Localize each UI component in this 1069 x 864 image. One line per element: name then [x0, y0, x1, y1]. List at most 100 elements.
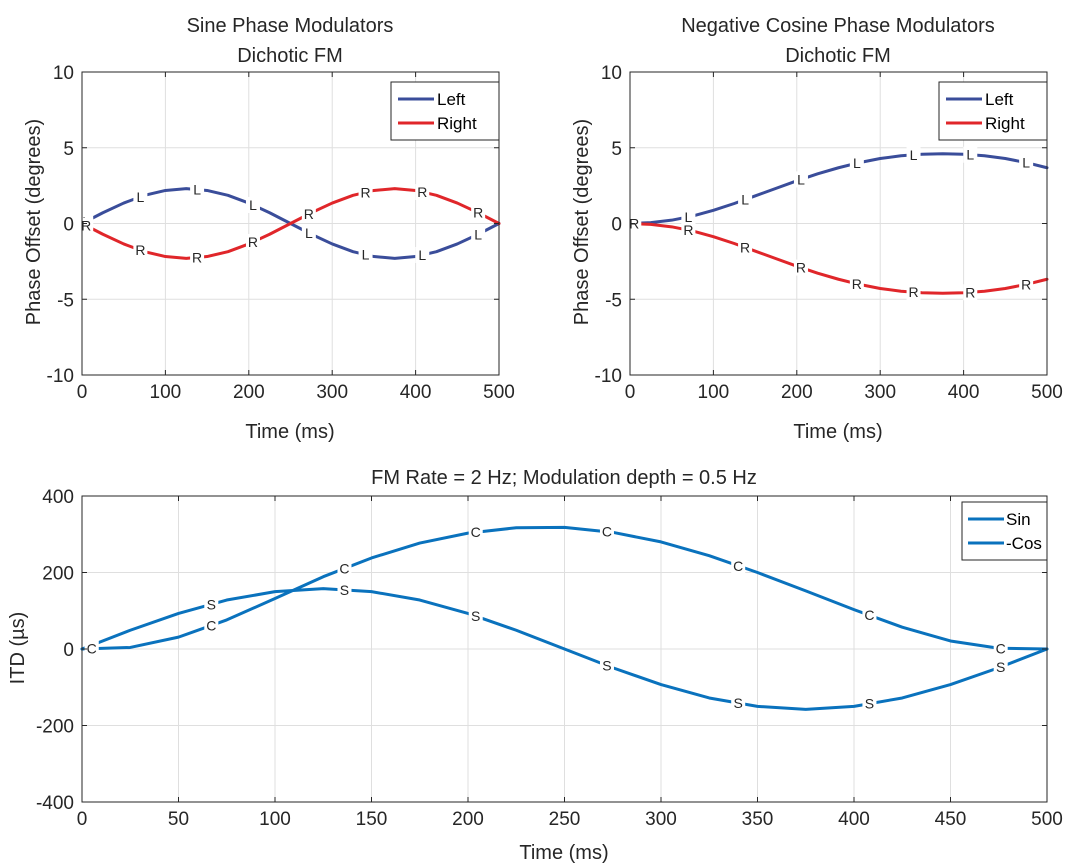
- x-tick-label: 350: [742, 809, 774, 830]
- marker-background: [204, 617, 219, 634]
- legend-box: [961, 501, 1048, 561]
- marker-background: [862, 607, 877, 624]
- series-marker: R: [1021, 276, 1031, 292]
- series-marker: R: [908, 284, 918, 300]
- x-tick-label: 500: [1031, 382, 1063, 403]
- marker-background: [849, 275, 864, 292]
- y-tick-label: 10: [53, 63, 74, 84]
- series-marker: R: [740, 239, 750, 255]
- marker-background: [681, 208, 696, 225]
- series-marker: L: [305, 225, 313, 241]
- series-marker: R: [852, 276, 862, 292]
- marker-background: [468, 524, 483, 541]
- x-tick-label: 0: [77, 809, 88, 830]
- series-marker: L: [362, 247, 370, 263]
- legend: Sin -Cos: [961, 501, 1048, 561]
- marker-background: [862, 695, 877, 712]
- axes: 0 50 100 150 200 250 300 350 400 450 500 -400 -200 0 2…: [36, 487, 1063, 830]
- negative-cosine-phase-panel: Negative Cosine Phase Modulators Dichoti…: [571, 15, 1063, 443]
- marker-background: [84, 640, 99, 657]
- marker-background: [738, 191, 753, 208]
- marker-background: [415, 246, 430, 263]
- marker-background: [963, 146, 978, 163]
- marker-background: [245, 196, 260, 213]
- y-axis-label: ITD (µs): [7, 612, 29, 685]
- x-tick-label: 0: [77, 382, 88, 403]
- marker-background: [993, 640, 1008, 657]
- series-marker: C: [339, 560, 349, 576]
- series-marker: R: [192, 249, 202, 265]
- y-tick-label: 5: [63, 139, 74, 160]
- x-tick-label: 200: [452, 809, 484, 830]
- y-tick-label: -10: [47, 366, 74, 387]
- panel-title-line-1: Negative Cosine Phase Modulators: [681, 15, 995, 37]
- series-marker: R: [796, 260, 806, 276]
- series-marker: R: [417, 184, 427, 200]
- legend-box: [390, 81, 500, 141]
- x-tick-label: 100: [698, 382, 730, 403]
- legend-label-left: Left: [985, 90, 1014, 109]
- series-marker: S: [207, 596, 216, 612]
- x-tick-label: 200: [233, 382, 265, 403]
- marker-background: [1019, 154, 1034, 171]
- marker-background: [793, 259, 808, 276]
- series-line-right: [80, 187, 501, 260]
- y-tick-label: -400: [36, 793, 74, 814]
- series-markers: SSSSSSSSCCCCCCCC: [84, 523, 1008, 712]
- y-tick-label: -5: [605, 290, 622, 311]
- series-marker: L: [418, 247, 426, 263]
- marker-background: [468, 608, 483, 625]
- marker-background: [471, 226, 486, 243]
- x-tick-label: 50: [168, 809, 189, 830]
- axes: 0 100 200 300 400 500 -10 -5 0 5 10: [595, 63, 1063, 403]
- marker-background: [793, 171, 808, 188]
- marker-background: [358, 184, 373, 201]
- marker-background: [358, 246, 373, 263]
- series-marker: C: [864, 607, 874, 623]
- axes: 0 100 200 300 400 500 -10 -5 0 5 10: [47, 63, 515, 403]
- y-tick-label: 0: [63, 215, 74, 236]
- marker-background: [415, 184, 430, 201]
- y-tick-label: 10: [601, 63, 622, 84]
- itd-panel: FM Rate = 2 Hz; Modulation depth = 0.5 H…: [7, 467, 1063, 864]
- legend-label-neg-cos: -Cos: [1006, 534, 1042, 553]
- series-marker: C: [602, 524, 612, 540]
- y-axis-label: Phase Offset (degrees): [23, 119, 45, 325]
- x-axis-label: Time (ms): [793, 421, 882, 443]
- series-marker: L: [741, 192, 749, 208]
- y-tick-label: 0: [63, 640, 74, 661]
- marker-background: [906, 146, 921, 163]
- marker-background: [190, 181, 205, 198]
- marker-background: [906, 284, 921, 301]
- x-tick-label: 450: [935, 809, 967, 830]
- x-tick-label: 200: [781, 382, 813, 403]
- x-tick-label: 400: [838, 809, 870, 830]
- series-line--cos: [80, 525, 1049, 651]
- series-marker: S: [602, 657, 611, 673]
- series-marker: L: [1022, 155, 1030, 171]
- marker-background: [190, 249, 205, 266]
- marker-background: [681, 222, 696, 239]
- sine-phase-panel: Sine Phase Modulators Dichotic FM L L L L L L…: [23, 15, 515, 443]
- series-marker: S: [865, 696, 874, 712]
- series-line-right: [628, 222, 1049, 295]
- series-marker: C: [733, 558, 743, 574]
- y-tick-label: -200: [36, 717, 74, 738]
- marker-background: [849, 155, 864, 172]
- x-tick-label: 0: [625, 382, 636, 403]
- series-marker: S: [734, 695, 743, 711]
- series-marker: L: [684, 209, 692, 225]
- series-marker: L: [853, 155, 861, 171]
- marker-background: [599, 657, 614, 674]
- legend-label-right: Right: [437, 114, 477, 133]
- series-lines: [80, 525, 1049, 711]
- x-tick-label: 500: [483, 382, 515, 403]
- marker-background: [301, 206, 316, 223]
- series-marker: L: [136, 189, 144, 205]
- series-line-left: [628, 152, 1049, 225]
- legend-label-right: Right: [985, 114, 1025, 133]
- x-tick-label: 250: [549, 809, 581, 830]
- marker-background: [337, 581, 352, 598]
- series-marker: R: [473, 205, 483, 221]
- panel-title: FM Rate = 2 Hz; Modulation depth = 0.5 H…: [371, 467, 757, 489]
